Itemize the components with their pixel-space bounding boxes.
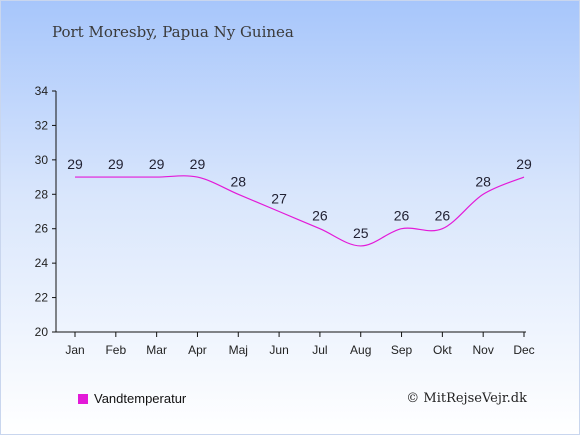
y-tick-label: 32 [35,118,49,132]
x-tick-label: Dec [513,343,534,357]
data-label: 28 [475,173,491,189]
series-line [75,175,525,247]
y-tick-label: 24 [35,256,49,270]
data-label: 29 [516,156,532,172]
data-label: 29 [67,156,83,172]
axes [55,91,526,333]
x-tick-label: Apr [188,343,207,357]
x-tick-label: Feb [105,343,126,357]
data-label: 28 [230,173,246,189]
data-label: 26 [312,208,328,224]
y-axis-ticks: 20 22 24 26 28 30 32 34 [35,84,56,339]
data-label: 26 [435,208,451,224]
x-tick-label: Jun [269,343,288,357]
y-tick-label: 30 [35,153,49,167]
x-tick-label: Jan [65,343,84,357]
data-label: 29 [149,156,165,172]
x-axis-ticks: Jan Feb Mar Apr Maj Jun Jul Aug Sep Okt Nov Dec [65,332,535,357]
y-tick-label: 22 [35,291,49,305]
data-labels: 29 29 29 29 28 27 26 25 26 26 28 29 [67,156,532,241]
x-tick-label: Jul [312,343,327,357]
legend-swatch [78,393,88,404]
y-tick-label: 34 [35,84,49,98]
x-tick-label: Aug [350,343,371,357]
data-label: 29 [108,156,124,172]
x-tick-label: Sep [391,343,413,357]
x-tick-label: Okt [433,343,452,357]
data-label: 25 [353,225,369,241]
legend-label: Vandtemperatur [94,391,187,406]
series-layer [75,175,525,247]
x-tick-label: Maj [229,343,248,357]
data-label: 27 [271,191,287,207]
legend: Vandtemperatur [78,391,186,406]
chart-title: Port Moresby, Papua Ny Guinea [52,23,294,41]
copyright-text: © MitRejseVejr.dk [406,391,527,406]
x-tick-label: Nov [473,343,494,357]
y-tick-label: 26 [35,222,49,236]
data-label: 29 [190,156,206,172]
x-tick-label: Mar [146,343,167,357]
y-tick-label: 28 [35,187,49,201]
data-label: 26 [394,208,410,224]
y-tick-label: 20 [35,325,49,339]
